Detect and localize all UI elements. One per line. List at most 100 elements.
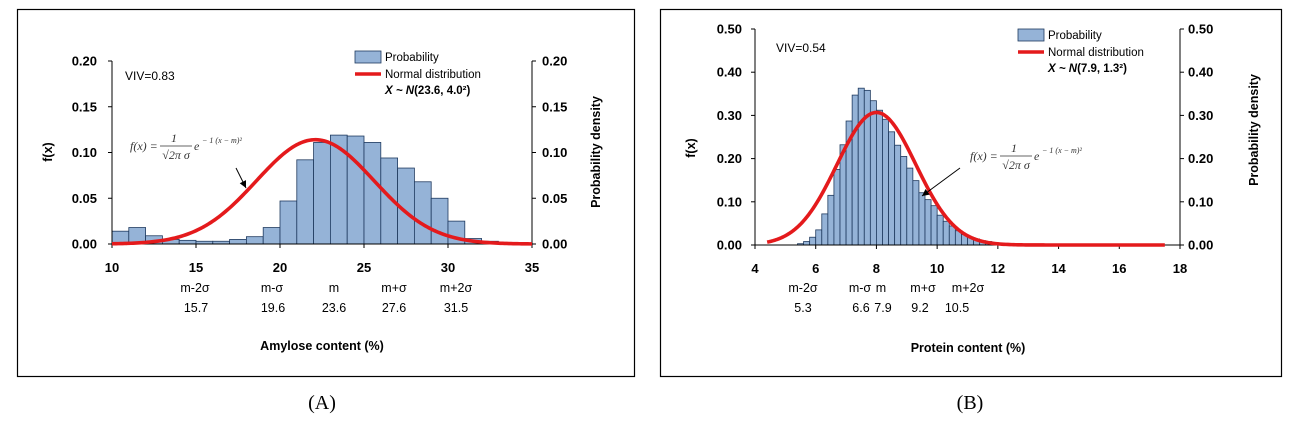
- histogram-bar-b-19: [888, 131, 896, 246]
- sigma-value-b-0: 5.3: [794, 301, 811, 315]
- sigma-label-a-0: m-2σ: [180, 281, 210, 295]
- x-tick-label-b-7: 18: [1173, 261, 1187, 276]
- chart-a: 10 15 20 25 30 350.00 0.000.05 0.050.10 0.100.15…: [41, 50, 603, 353]
- formula-numerator-b: 1: [1011, 141, 1017, 155]
- histogram-bar-b-9: [827, 194, 835, 246]
- x-tick-label-b-0: 4: [751, 261, 759, 276]
- sigma-label-b-2: m: [876, 281, 886, 295]
- histogram-bar-b-18: [882, 118, 889, 246]
- histogram-bar-b-22: [906, 167, 914, 246]
- sigma-label-b-4: m+2σ: [952, 281, 985, 295]
- histogram-bar-b-8: [821, 213, 829, 246]
- sigma-value-b-1: 6.6: [852, 301, 869, 315]
- legend-bar-swatch-b: [1017, 28, 1045, 42]
- viv-annotation-b: VIV=0.54: [776, 41, 826, 55]
- sigma-value-b-4: 10.5: [945, 301, 969, 315]
- histogram-bar-a-9: [262, 227, 281, 245]
- y-tick-label-left-a-0: 0.00: [72, 237, 97, 252]
- x-tick-label-a-0: 10: [105, 260, 119, 275]
- histogram-bar-b-23: [912, 180, 920, 246]
- y-tick-label-left-a-1: 0.05: [72, 191, 97, 206]
- legend-bar-label-b: Probability: [1048, 30, 1102, 42]
- histogram-bar-b-21: [900, 156, 908, 246]
- sigma-label-a-4: m+2σ: [440, 281, 473, 295]
- viv-annotation-a: VIV=0.83: [125, 69, 175, 83]
- formula-denominator-a: √2π σ: [162, 148, 191, 162]
- y-tick-label-left-b-1: 0.10: [717, 194, 742, 209]
- y-tick-label-right-b-1: 0.10: [1188, 194, 1213, 209]
- legend-line-label-b: Normal distribution: [1048, 47, 1144, 59]
- sigma-value-a-3: 27.6: [382, 301, 406, 315]
- formula-lhs-a: f(x) =: [130, 139, 158, 153]
- y-tick-label-left-a-4: 0.20: [72, 54, 97, 69]
- histogram-bar-a-12: [313, 142, 331, 245]
- legend-line-label-a: Normal distribution: [385, 69, 481, 81]
- sigma-value-b-3: 9.2: [911, 301, 928, 315]
- histogram-bar-b-7: [815, 229, 823, 246]
- y-axis-label-left-a: f(x): [41, 142, 55, 161]
- x-tick-label-b-1: 6: [812, 261, 819, 276]
- formula-arrow-head-b: [922, 189, 930, 196]
- histogram-bar-b-5: [803, 241, 811, 246]
- histogram-bar-b-17: [876, 109, 883, 246]
- x-axis-label-b: Protein content (%): [911, 341, 1026, 355]
- y-tick-label-left-a-2: 0.10: [72, 145, 97, 160]
- caption-b: (B): [957, 392, 984, 414]
- sigma-label-a-3: m+σ: [381, 281, 407, 295]
- histogram-bar-b-13: [851, 94, 859, 246]
- y-tick-label-right-a-4: 0.20: [542, 54, 567, 69]
- legend-bar-swatch-a: [354, 50, 382, 64]
- x-tick-label-b-5: 14: [1051, 261, 1066, 276]
- legend-distribution-a: X ~ N(23.6, 4.0²): [384, 85, 471, 97]
- x-tick-label-b-6: 16: [1112, 261, 1126, 276]
- histogram-bar-a-19: [430, 197, 449, 245]
- y-tick-label-left-a-3: 0.15: [72, 99, 97, 114]
- y-tick-label-right-a-2: 0.10: [542, 145, 567, 160]
- x-axis-label-a: Amylose content (%): [260, 339, 384, 353]
- histogram-bar-b-16: [869, 100, 877, 246]
- y-tick-label-right-a-0: 0.00: [542, 237, 567, 252]
- histogram-bar-b-25: [924, 199, 932, 246]
- sigma-label-b-1: m-σ: [849, 281, 872, 295]
- histogram-bar-b-20: [894, 144, 902, 246]
- panel-b-frame: [659, 8, 1283, 378]
- histogram-bar-b-26: [930, 205, 938, 246]
- y-tick-label-left-b-3: 0.30: [717, 108, 742, 123]
- histogram-bar-a-18: [413, 181, 432, 245]
- formula-denominator-b: √2π σ: [1002, 158, 1031, 172]
- formula-arrow-line-b: [921, 167, 961, 197]
- sigma-value-a-0: 15.7: [184, 301, 208, 315]
- formula-e-b: e: [1034, 149, 1040, 163]
- y-tick-label-left-b-4: 0.40: [717, 65, 742, 80]
- sigma-value-b-2: 7.9: [874, 301, 891, 315]
- sigma-label-b-0: m-2σ: [788, 281, 818, 295]
- x-tick-label-b-4: 12: [991, 261, 1005, 276]
- histogram-bar-b-14: [857, 87, 865, 246]
- y-tick-label-left-b-2: 0.20: [717, 151, 742, 166]
- x-tick-label-b-2: 8: [873, 261, 880, 276]
- y-tick-label-right-b-3: 0.30: [1188, 108, 1213, 123]
- histogram-bar-b-29: [948, 225, 956, 246]
- normal-curve-b: [766, 110, 1165, 247]
- y-tick-label-right-a-3: 0.15: [542, 99, 567, 114]
- x-tick-label-a-4: 30: [441, 260, 455, 275]
- y-tick-label-right-b-4: 0.40: [1188, 65, 1213, 80]
- histogram-bar-a-4: [178, 239, 197, 245]
- caption-a: (A): [308, 392, 336, 414]
- formula-arrow-head-a: [239, 180, 246, 188]
- formula-exponent-a: − 1 (x − m)²: [202, 136, 242, 145]
- sigma-value-a-2: 23.6: [322, 301, 346, 315]
- formula-numerator-a: 1: [171, 131, 177, 145]
- sigma-label-a-1: m-σ: [261, 281, 284, 295]
- sigma-label-a-2: m: [329, 281, 339, 295]
- legend-distribution-b: X ~ N(7.9, 1.3²): [1047, 63, 1127, 75]
- histogram-bar-a-8: [245, 236, 264, 245]
- formula-lhs-b: f(x) =: [970, 149, 998, 163]
- formula-exponent-b: − 1 (x − m)²: [1042, 146, 1082, 155]
- histogram-bar-a-7: [229, 239, 247, 245]
- y-axis-label-left-b: f(x): [684, 138, 698, 157]
- y-axis-label-right-a: Probability density: [589, 96, 603, 208]
- x-tick-label-a-5: 35: [525, 260, 539, 275]
- y-tick-label-right-b-5: 0.50: [1188, 22, 1213, 37]
